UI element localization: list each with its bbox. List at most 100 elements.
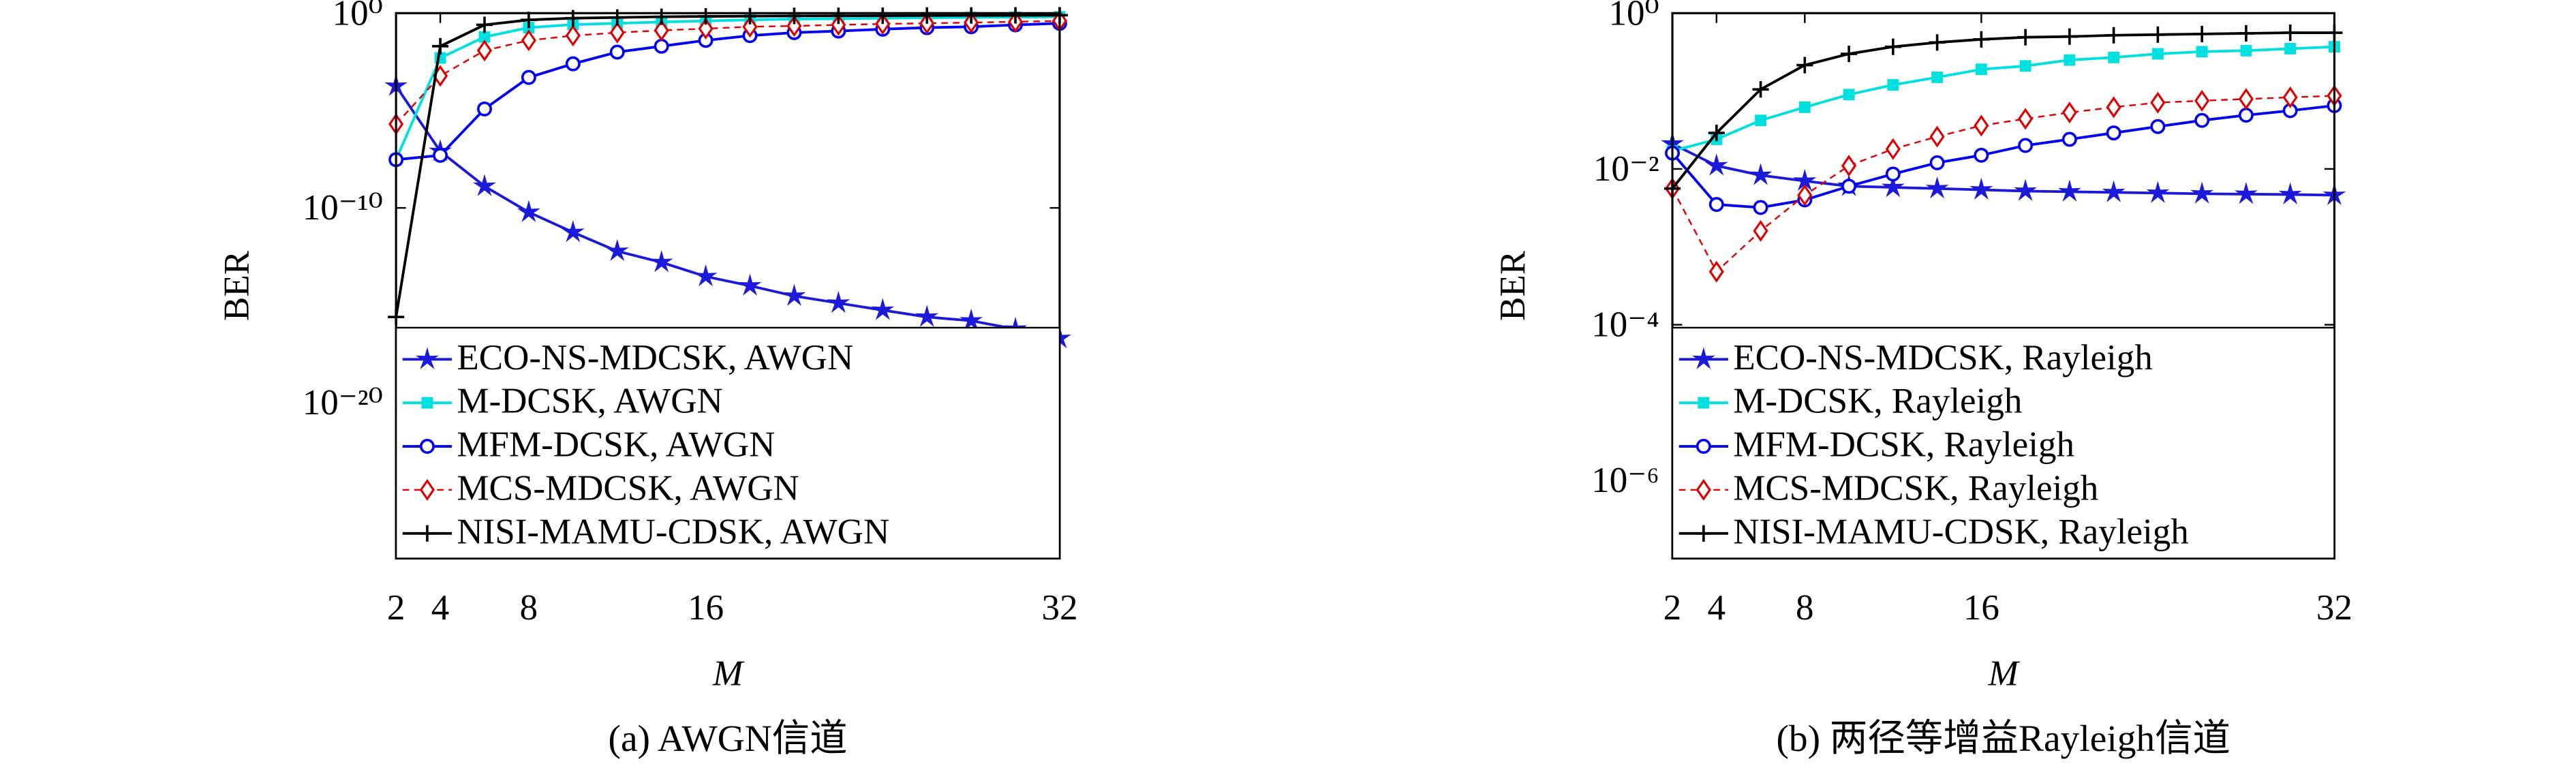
marker-circle (419, 439, 435, 454)
y-axis-label: BER (217, 250, 256, 321)
marker-square (1975, 63, 1987, 76)
marker-diamond (521, 29, 536, 52)
marker-plus (1973, 31, 1990, 48)
series-line (395, 15, 1060, 161)
x-tick-label: 8 (520, 588, 538, 628)
marker-square (1755, 114, 1766, 127)
marker-circle (1696, 439, 1711, 454)
marker-diamond (1974, 114, 1989, 137)
marker-star (782, 283, 806, 306)
marker-plus (1708, 125, 1725, 142)
marker-star (960, 308, 983, 331)
marker-square (1887, 79, 1899, 91)
marker-plus (963, 7, 980, 24)
marker-circle (2106, 125, 2121, 141)
marker-plus (2237, 25, 2254, 42)
marker-square (2108, 51, 2120, 63)
marker-plus (418, 525, 435, 542)
marker-star (2278, 182, 2302, 204)
marker-star (1749, 163, 1773, 185)
x-tick-label: 4 (1708, 588, 1726, 628)
marker-diamond (1708, 260, 1724, 283)
marker-plus (2149, 26, 2166, 43)
marker-diamond (1753, 219, 1768, 242)
marker-plus (830, 7, 847, 25)
marker-circle (2150, 119, 2166, 134)
marker-diamond (742, 16, 758, 38)
marker-diamond (698, 18, 714, 40)
marker-diamond (419, 478, 435, 501)
marker-plus (786, 7, 803, 25)
marker-star (827, 290, 850, 313)
marker-star (1881, 175, 1905, 198)
y-tick-label: 10⁻² (1593, 149, 1659, 189)
y-axis-label: BER (1493, 250, 1533, 321)
marker-square (2240, 44, 2252, 57)
series-line (395, 20, 1060, 125)
marker-circle (654, 38, 669, 54)
marker-star (472, 174, 496, 196)
series-line (1672, 142, 2335, 197)
y-tick-label: 10⁰ (333, 0, 383, 33)
y-tick-label: 10⁻¹⁰ (303, 188, 383, 228)
marker-star (605, 238, 629, 262)
marker-plus (2017, 29, 2034, 46)
marker-star (915, 305, 939, 327)
caption: (b) 两径等增益Rayleigh信道 (1776, 718, 2230, 759)
marker-square (478, 31, 491, 43)
marker-star (1691, 347, 1715, 369)
marker-plus (874, 7, 891, 25)
marker-circle (565, 56, 581, 72)
marker-star (561, 219, 585, 243)
x-tick-label: 16 (1963, 588, 1999, 628)
marker-plus (476, 16, 493, 33)
marker-circle (1974, 147, 1989, 163)
marker-diamond (831, 14, 846, 36)
marker-diamond (2150, 91, 2166, 114)
marker-circle (2238, 108, 2254, 123)
x-tick-label: 16 (688, 588, 724, 628)
legend-label: MCS-MDCSK, Rayleigh (1733, 468, 2098, 508)
marker-diamond (786, 15, 802, 37)
x-axis-label: M (1988, 653, 2021, 693)
marker-star (2234, 182, 2258, 204)
series-line (1671, 104, 2335, 209)
marker-plus (2282, 25, 2299, 42)
marker-circle (2018, 138, 2034, 153)
marker-star (415, 347, 439, 369)
caption: (a) AWGN信道 (608, 718, 847, 759)
marker-plus (1841, 46, 1858, 63)
marker-star (649, 250, 673, 273)
marker-star (517, 200, 540, 222)
marker-plus (432, 37, 449, 55)
y-tick-label: 10⁻²⁰ (303, 383, 383, 422)
marker-star (2190, 181, 2214, 204)
marker-plus (1752, 81, 1769, 98)
marker-plus (919, 7, 936, 24)
legend-label: ECO-NS-MDCSK, Rayleigh (1733, 338, 2153, 378)
marker-diamond (1696, 478, 1711, 501)
marker-diamond (2061, 102, 2077, 124)
marker-plus (609, 9, 626, 26)
series-line (1671, 95, 2335, 273)
x-tick-label: 2 (387, 588, 405, 628)
marker-diamond (609, 21, 625, 44)
x-tick-label: 4 (431, 588, 450, 628)
legend-label: M-DCSK, Rayleigh (1733, 382, 2022, 421)
marker-star (694, 264, 718, 287)
legend-box (395, 326, 1061, 559)
marker-plus (653, 8, 670, 25)
marker-circle (2061, 132, 2077, 147)
series-line (1672, 45, 2335, 153)
marker-diamond (1885, 138, 1901, 160)
marker-diamond (2238, 88, 2254, 110)
y-tick-label: 10⁻⁶ (1591, 461, 1659, 500)
legend-label: M-DCSK, AWGN (457, 382, 722, 421)
marker-star (2146, 181, 2170, 203)
marker-plus (1007, 7, 1024, 24)
marker-square (1698, 397, 1710, 409)
series-line (1671, 31, 2335, 189)
marker-square (2196, 46, 2208, 58)
marker-diamond (2194, 89, 2210, 112)
